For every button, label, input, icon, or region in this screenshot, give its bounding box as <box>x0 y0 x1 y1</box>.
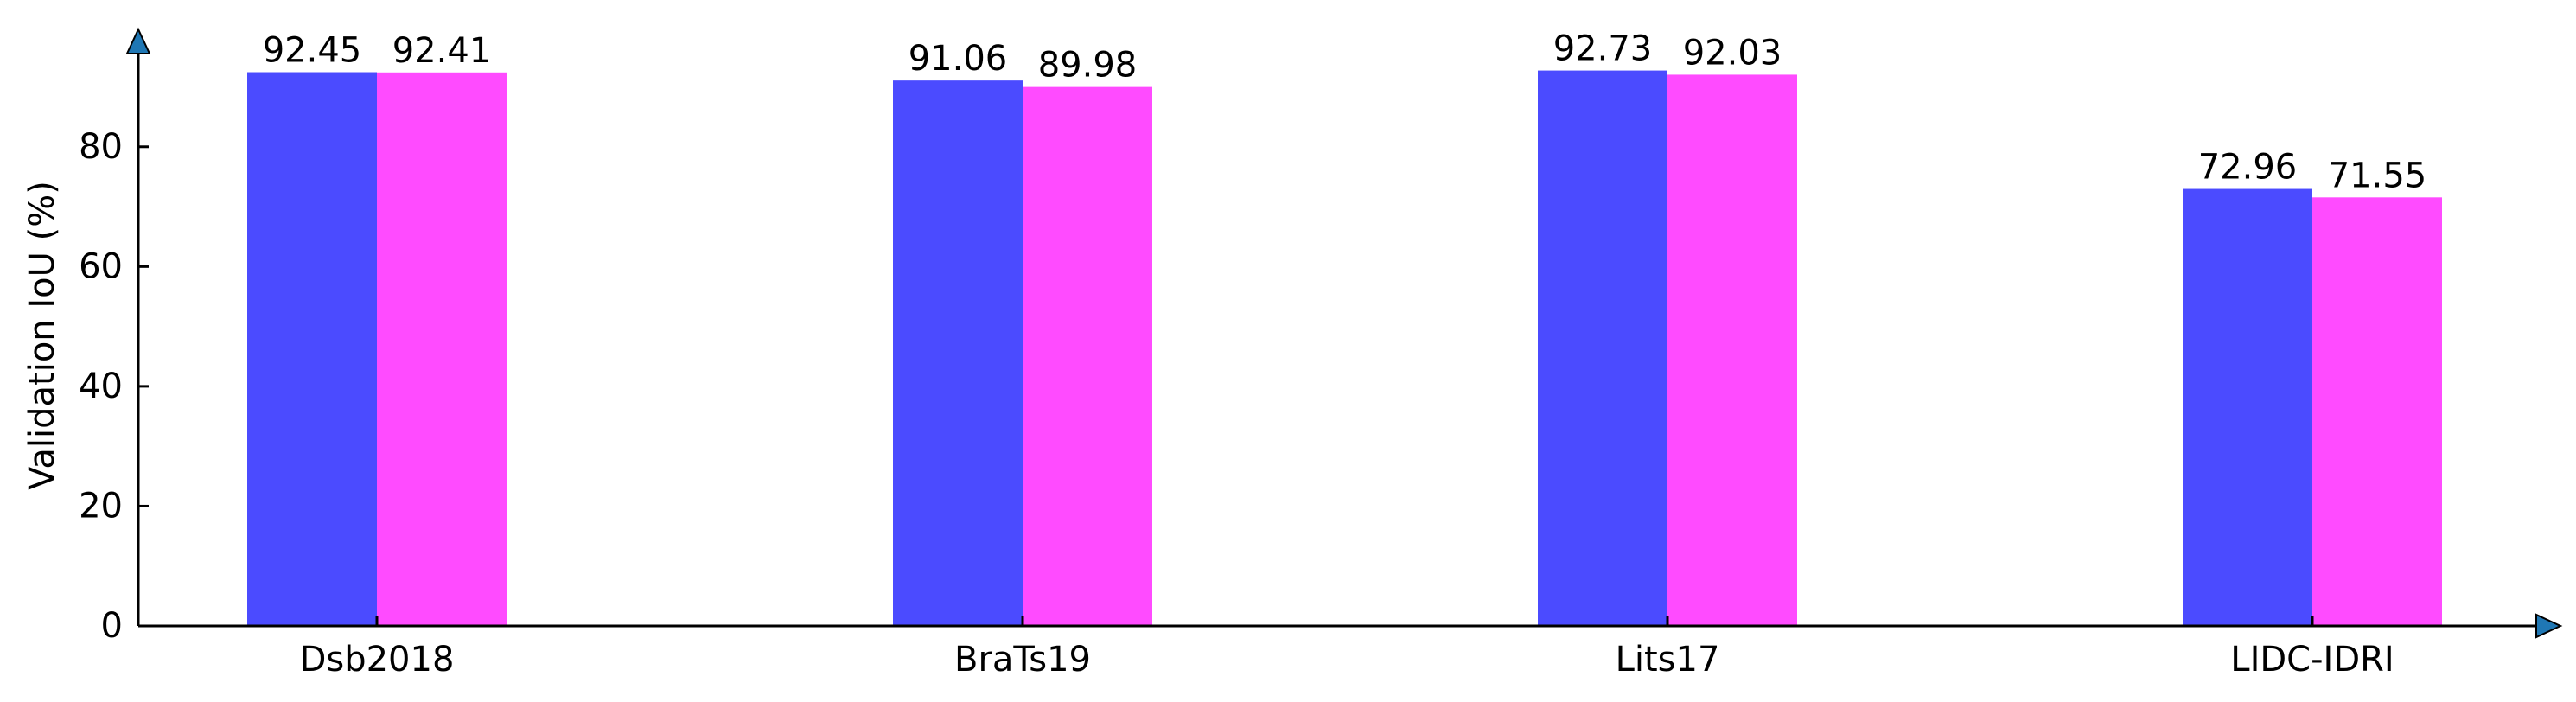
value-label-lidc-idri-series-2: 71.55 <box>2328 156 2427 195</box>
y-tick-label: 20 <box>79 486 123 526</box>
bar-dsb2018-series-1 <box>247 72 377 626</box>
value-label-brats19-series-1: 91.06 <box>909 39 1008 79</box>
value-label-lits17-series-2: 92.03 <box>1683 33 1782 73</box>
bar-lidc-idri-series-2 <box>2312 197 2442 626</box>
bar-lits17-series-1 <box>1538 70 1667 627</box>
y-tick-label: 0 <box>101 606 123 646</box>
x-tick-label: BraTs19 <box>954 640 1091 680</box>
axes-layer <box>125 27 2563 639</box>
y-axis-arrow-icon <box>125 27 151 54</box>
x-tick-label: Dsb2018 <box>300 640 455 680</box>
x-ticks-layer: Dsb2018 BraTs19 Lits17 LIDC-IDRI <box>300 616 2394 680</box>
y-ticks-layer: 0 20 40 60 80 <box>79 127 149 646</box>
bars-layer <box>247 70 2442 627</box>
y-axis-label: Validation IoU (%) <box>22 181 62 490</box>
bar-brats19-series-2 <box>1023 86 1152 626</box>
y-tick-label: 80 <box>79 127 123 167</box>
value-labels-layer: 92.45 92.41 91.06 89.98 92.73 92.03 72.96 71.55 <box>263 29 2427 196</box>
value-label-lidc-idri-series-1: 72.96 <box>2198 148 2298 188</box>
bar-lidc-idri-series-1 <box>2183 188 2312 626</box>
x-tick-label: LIDC-IDRI <box>2230 640 2394 680</box>
value-label-lits17-series-1: 92.73 <box>1553 29 1653 69</box>
bar-brats19-series-1 <box>893 80 1023 626</box>
x-axis-arrow-icon <box>2535 613 2563 639</box>
value-label-dsb2018-series-1: 92.45 <box>263 31 362 71</box>
bar-lits17-series-2 <box>1667 74 1797 627</box>
value-label-brats19-series-2: 89.98 <box>1038 46 1138 86</box>
x-tick-label: Lits17 <box>1616 640 1720 680</box>
y-tick-label: 40 <box>79 367 123 406</box>
value-label-dsb2018-series-2: 92.41 <box>392 31 492 71</box>
y-tick-label: 60 <box>79 246 123 286</box>
bar-dsb2018-series-2 <box>377 72 507 626</box>
